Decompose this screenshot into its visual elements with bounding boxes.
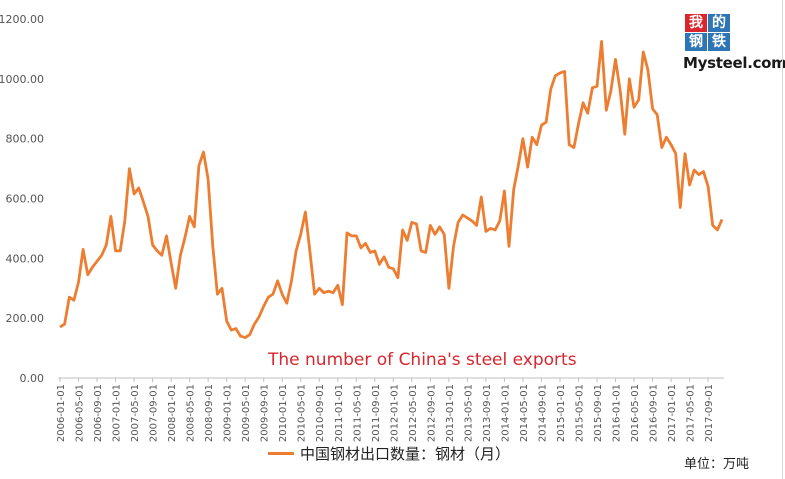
- unit-label: 单位：万吨: [684, 457, 750, 472]
- logo-top-row: 我 的: [685, 14, 773, 32]
- y-tick-label: 1000.00: [0, 73, 44, 86]
- x-tick-label: 2014-05-01: [519, 384, 530, 442]
- x-tick-label: 2011-09-01: [371, 384, 382, 442]
- x-tick-label: 2016-09-01: [649, 384, 660, 442]
- x-tick-label: 2014-09-01: [537, 384, 548, 442]
- x-tick-label: 2007-01-01: [112, 384, 123, 442]
- frame-border: [782, 0, 783, 479]
- legend: 中国钢材出口数量：钢材（月）: [268, 443, 510, 464]
- mysteel-logo: 我 的 钢 铁 Mysteel.com: [683, 14, 785, 72]
- x-tick-label: 2006-01-01: [56, 384, 67, 442]
- logo-char-3: 钢: [685, 33, 707, 51]
- x-tick-label: 2011-05-01: [352, 384, 363, 442]
- logo-char-4: 铁: [708, 33, 730, 51]
- x-tick-label: 2012-05-01: [408, 384, 419, 442]
- legend-label: 中国钢材出口数量：钢材（月）: [300, 445, 511, 463]
- x-tick-label: 2010-01-01: [278, 384, 289, 442]
- x-tick-label: 2008-05-01: [186, 384, 197, 442]
- x-tick-label: 2017-01-01: [667, 384, 678, 442]
- steel-exports-line: [59, 40, 724, 340]
- x-tick-label: 2006-09-01: [93, 384, 104, 442]
- x-tick-label: 2013-01-01: [445, 384, 456, 442]
- x-tick-label: 2009-05-01: [241, 384, 252, 442]
- y-tick-label: 1200.00: [0, 13, 44, 26]
- x-tick-label: 2015-09-01: [593, 384, 604, 442]
- x-tick-label: 2017-09-01: [704, 384, 715, 442]
- y-tick-label: 0.00: [20, 372, 45, 385]
- x-tick-label: 2010-05-01: [297, 384, 308, 442]
- x-tick-label: 2014-01-01: [500, 384, 511, 442]
- x-tick-label: 2009-09-01: [260, 384, 271, 442]
- logo-char-1: 我: [685, 14, 707, 32]
- x-axis: 2006-01-01 2006-05-01 2006-09-01 2007-01-01…: [56, 378, 715, 442]
- x-tick-label: 2007-09-01: [149, 384, 160, 442]
- x-tick-label: 2013-05-01: [463, 384, 474, 442]
- x-tick-label: 2012-01-01: [389, 384, 400, 442]
- x-tick-label: 2015-05-01: [574, 384, 585, 442]
- logo-char-2: 的: [708, 14, 730, 32]
- x-tick-label: 2008-09-01: [204, 384, 215, 442]
- y-axis: 0.00 200.00 400.00 600.00 800.00 1000.00 1200.…: [0, 13, 44, 385]
- x-tick-label: 2016-05-01: [630, 384, 641, 442]
- x-tick-label: 2011-01-01: [334, 384, 345, 442]
- x-tick-label: 2006-05-01: [75, 384, 86, 442]
- x-tick-label: 2015-01-01: [556, 384, 567, 442]
- y-tick-label: 400.00: [6, 252, 45, 265]
- legend-swatch: [268, 452, 294, 455]
- x-tick-label: 2017-05-01: [686, 384, 697, 442]
- x-tick-label: 2010-09-01: [315, 384, 326, 442]
- x-tick-label: 2012-09-01: [426, 384, 437, 442]
- x-tick-label: 2008-01-01: [167, 384, 178, 442]
- chart-annotation: The number of China's steel exports: [268, 350, 577, 370]
- series-group: [59, 40, 724, 340]
- y-tick-label: 200.00: [6, 312, 45, 325]
- x-tick-label: 2013-09-01: [482, 384, 493, 442]
- x-tick-label: 2016-01-01: [612, 384, 623, 442]
- y-tick-label: 800.00: [6, 133, 45, 146]
- x-tick-label: 2009-01-01: [223, 384, 234, 442]
- logo-wordmark: Mysteel.com: [683, 54, 785, 72]
- logo-bottom-row: 钢 铁: [685, 33, 773, 51]
- x-tick-label: 2007-05-01: [130, 384, 141, 442]
- y-tick-label: 600.00: [6, 193, 45, 206]
